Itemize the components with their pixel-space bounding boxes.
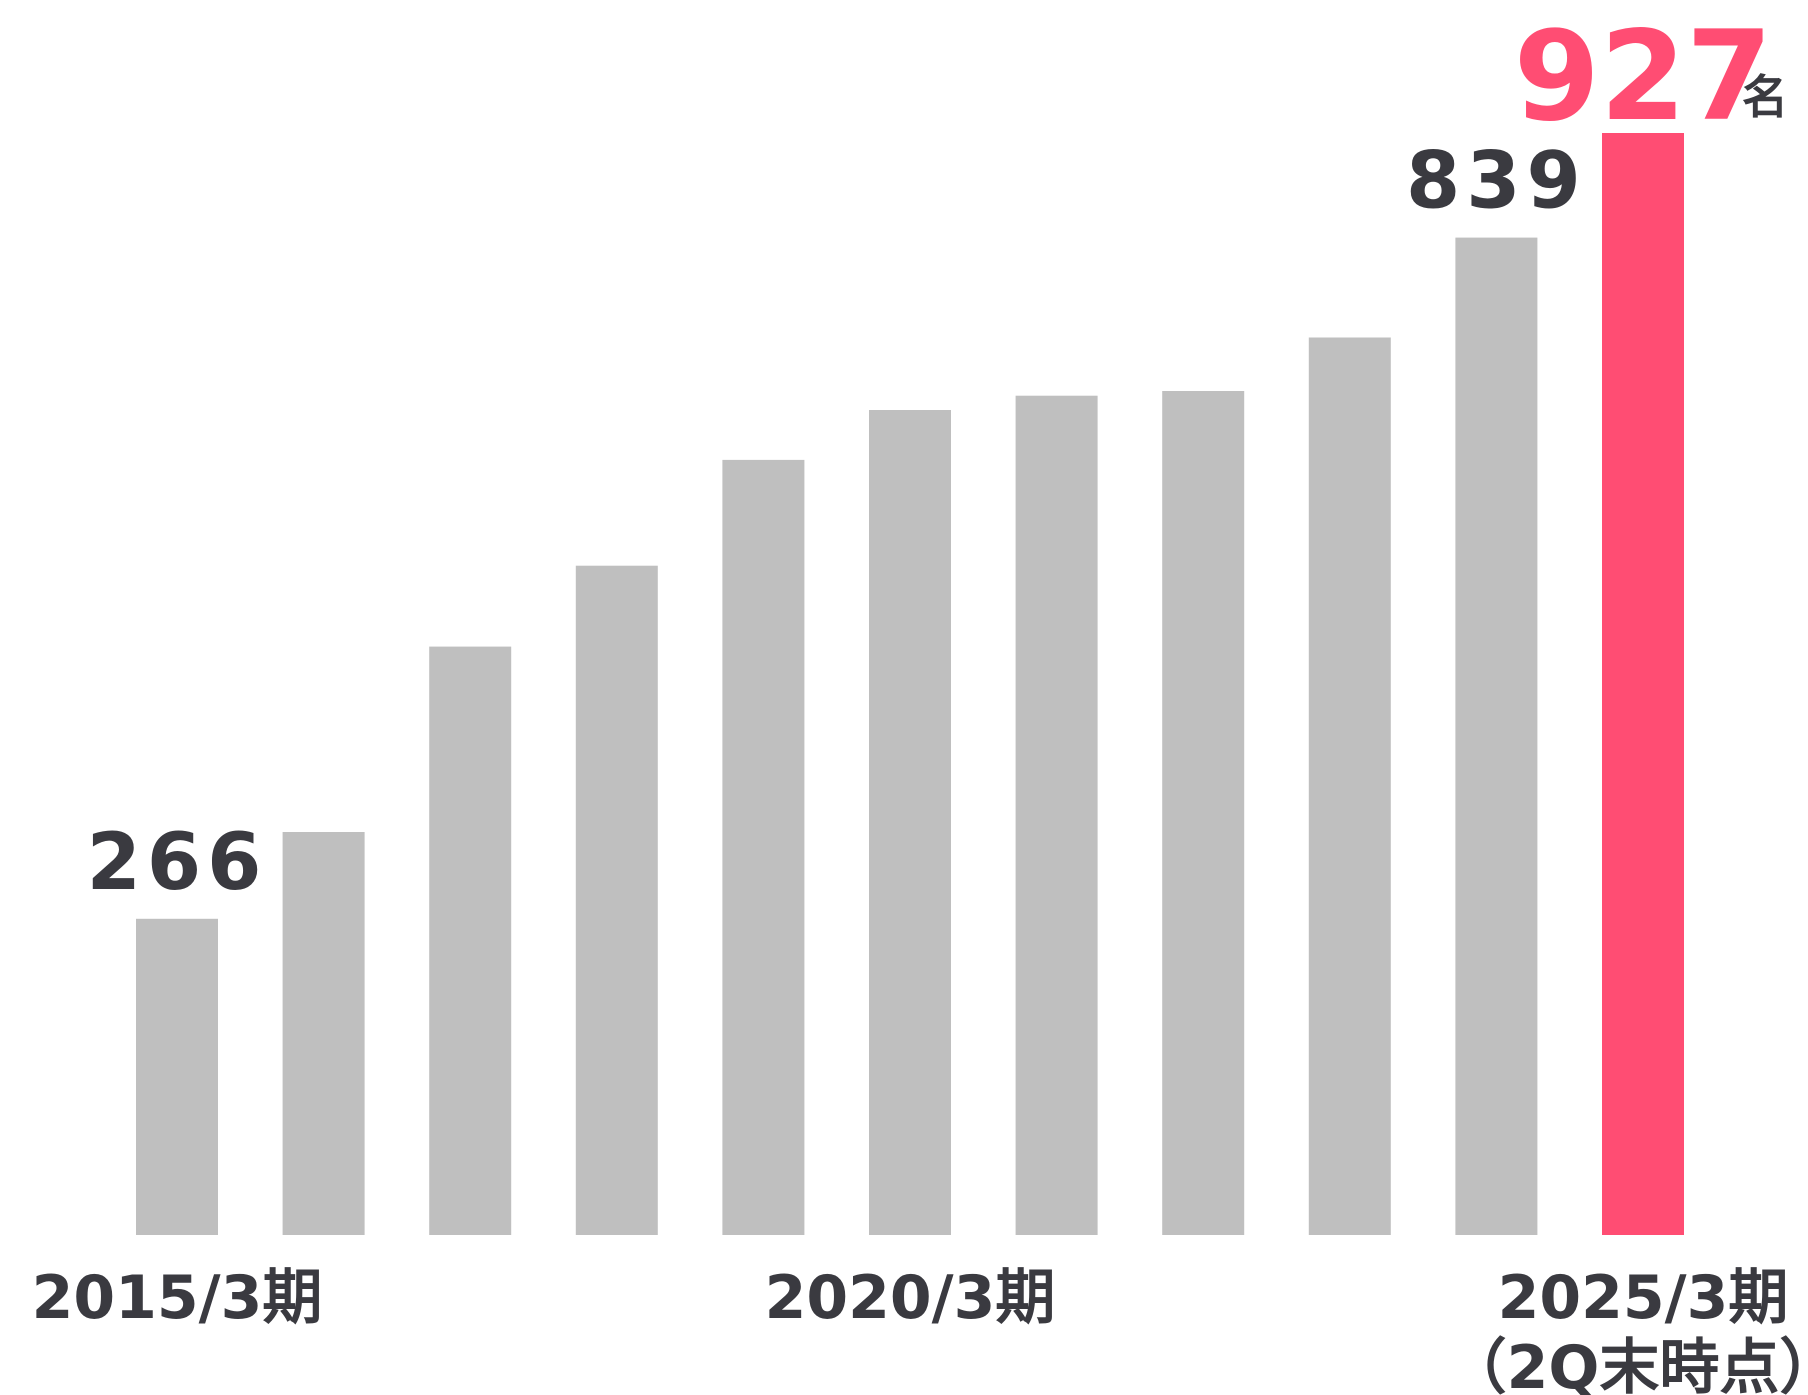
bar-8 [1308, 337, 1391, 1235]
bar-0 [136, 918, 218, 1235]
data-label-0: 266 [87, 818, 268, 908]
bar-9 [1455, 237, 1538, 1236]
bar-1 [282, 832, 365, 1235]
data-label-10: 927 [1514, 5, 1773, 149]
bar-6 [1015, 395, 1098, 1235]
tick-label-0-0: 2015/3期 [32, 1263, 323, 1333]
tick-label-5-0: 2020/3期 [765, 1263, 1056, 1333]
bar-2 [429, 646, 512, 1235]
tick-label-10-1: （2Q末時点） [1447, 1333, 1808, 1395]
tick-labels-group: 2015/3期 2020/3期 2025/3期（2Q末時点） [32, 1263, 1808, 1395]
bar-10 [1602, 133, 1684, 1235]
bar-7 [1162, 391, 1245, 1235]
unit-label: 名 [1742, 70, 1788, 124]
bars-group [136, 133, 1684, 1236]
bar-4 [722, 459, 805, 1235]
bar-5 [869, 410, 951, 1235]
bar-3 [575, 565, 658, 1235]
data-label-9: 839 [1406, 137, 1587, 227]
tick-label-10-0: 2025/3期 [1498, 1263, 1789, 1333]
